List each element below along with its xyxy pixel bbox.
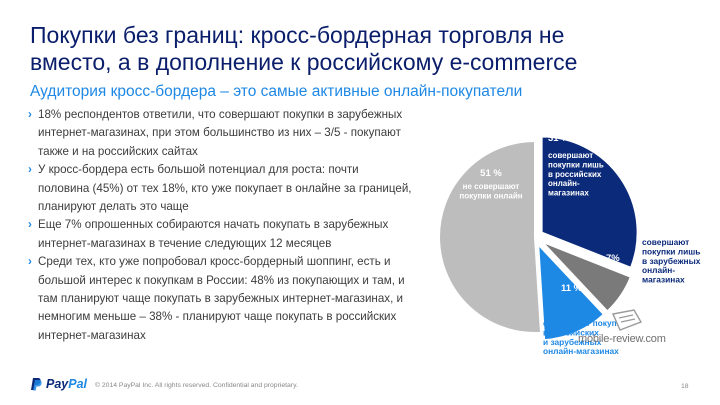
slide-title-line-2: вместо, а в дополнение к российскому e-c…	[30, 49, 578, 75]
pie-slice-label-line: магазинах	[548, 189, 589, 198]
pie-slice-label-line: онлайн-магазинах	[543, 346, 619, 356]
pie-slice-label-line: онлайн-	[642, 265, 675, 275]
bullet-line: У кросс-бордера есть большой потенциал д…	[38, 163, 359, 177]
bullet-line: планируют делать это чаще	[38, 200, 189, 214]
pie-value-label: 31 %	[548, 133, 570, 144]
bullet-chevron-icon: ›	[28, 163, 32, 177]
pie-value-label: 11 %	[561, 283, 583, 294]
bullet-chevron-icon: ›	[28, 218, 32, 232]
slide-title-line-1: Покупки без границ: кросс-бордерная торг…	[30, 22, 565, 48]
page-number: 18	[681, 383, 689, 390]
bullet-line: большой интерес к покупкам в России: 48%…	[38, 273, 405, 287]
bullet-item: › Среди тех, кто уже попробовал кросс-бо…	[28, 253, 433, 345]
pie-slice-label-line: покупки лишь	[642, 246, 700, 256]
bullet-item: › Еще 7% опрошенных собираются начать по…	[28, 216, 433, 253]
pie-slice-label-line: в российских	[543, 327, 599, 337]
bullet-line: Среди тех, кто уже попробовал кросс-борд…	[38, 255, 391, 269]
pie-slice-label-line: покупки лишь	[548, 160, 604, 169]
bullet-line: там планируют чаще покупать в зарубежных…	[38, 292, 403, 306]
copyright-text: © 2014 PayPal Inc. All rights reserved. …	[95, 382, 298, 389]
paypal-p-icon	[31, 378, 42, 391]
pie-value-label: 51 %	[480, 168, 502, 179]
pie-slice	[438, 139, 543, 334]
bullet-list: › 18% респондентов ответили, что соверша…	[28, 106, 433, 345]
pie-slice-label-line: совершают покупки	[543, 318, 626, 328]
bullet-line: Еще 7% опрошенных собираются начать поку…	[38, 218, 389, 232]
bullet-line: интернет-магазинах	[38, 328, 146, 342]
slide-subtitle: Аудитория кросс-бордера – это самые акти…	[30, 83, 523, 100]
pie-slice-label-line: покупки онлайн	[459, 191, 522, 200]
pie-slice-label-line: совершают	[642, 237, 689, 247]
pie-slice-label: совершают покупки в российских и зарубежны…	[543, 318, 626, 356]
bullet-line: интернет-магазинах, при этом большинство…	[38, 126, 401, 140]
watermark-logo-icon	[612, 309, 643, 331]
pie-slice-label-line: в российских	[548, 170, 602, 179]
watermark-text: mobile-review.com	[578, 333, 666, 345]
pie-slice	[540, 135, 639, 270]
bullet-item: › 18% респондентов ответили, что соверша…	[28, 106, 433, 161]
paypal-logo-pay: Pay	[46, 377, 69, 391]
pie-slice-label-line: совершают	[548, 151, 593, 160]
pie-value-label: 7%	[606, 253, 620, 264]
bullet-line: 18% респондентов ответили, что совершают…	[38, 108, 403, 121]
pie-slice-label-line: магазинах	[642, 275, 685, 285]
slide-title: Покупки без границ: кросс-бордерная торг…	[30, 22, 710, 76]
pie-slice-label-line: в зарубежных	[642, 256, 701, 266]
paypal-logo-pal: Pal	[68, 377, 88, 391]
bullet-item: › У кросс-бордера есть большой потенциал…	[28, 161, 433, 216]
paypal-logo: PayPal	[30, 377, 87, 391]
pie-slice	[540, 240, 633, 313]
pie-slice-label-line: и зарубежных	[543, 337, 602, 347]
pie-slice-label: совершают покупки лишь в российских онлайн-…	[548, 151, 604, 198]
bullet-line: половина (45%) от тех 18%, кто уже покуп…	[38, 181, 412, 195]
pie-slice-label: совершают покупки лишь в зарубежных онлайн-…	[642, 237, 701, 285]
bullet-line: также и на российских сайтах	[38, 144, 198, 158]
pie-slice	[537, 241, 606, 342]
pie-slice-label-line: онлайн-	[548, 179, 580, 188]
bullet-line: интернет-магазинах в течение следующих 1…	[38, 236, 332, 250]
bullet-chevron-icon: ›	[28, 108, 32, 121]
pie-slice-label: не совершают покупки онлайн	[459, 182, 522, 200]
pie-slice-label-line: не совершают	[463, 182, 520, 191]
bullet-chevron-icon: ›	[28, 255, 32, 269]
bullet-line: немногим меньше – 38% - планируют чаще п…	[38, 310, 397, 324]
